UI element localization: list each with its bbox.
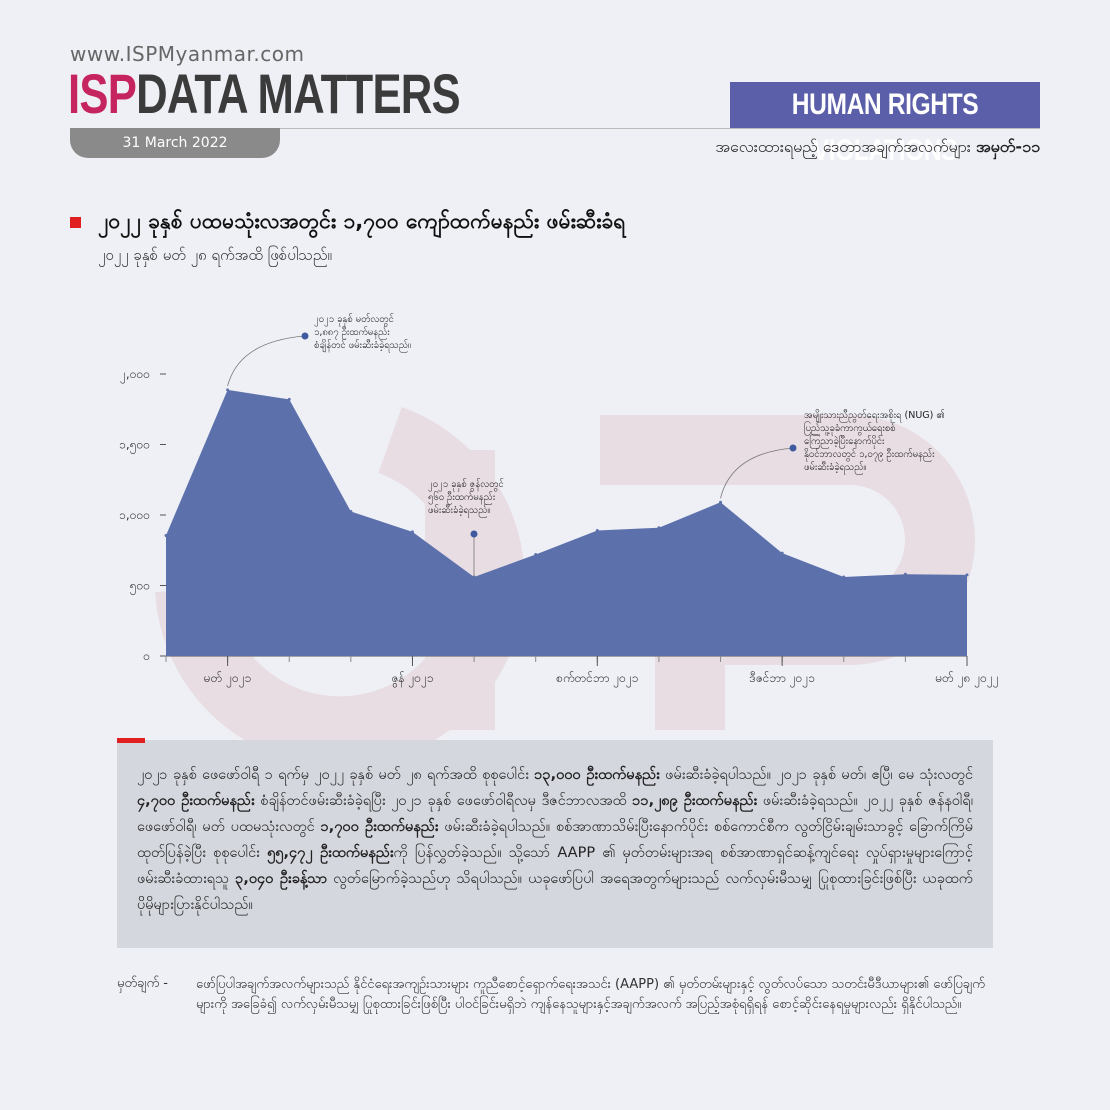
annotation-dot xyxy=(789,444,797,452)
summary-text: ၂၀၂၁ ခုနှစ် ဖေဖော်ဝါရီ ၁ ရက်မှ ၂၀၂၂ ခုနှ… xyxy=(137,762,973,918)
header-divider xyxy=(70,128,1040,129)
y-tick-label: ၁,၀၀၀ xyxy=(119,508,150,522)
annotation-leader xyxy=(227,335,306,387)
date-badge: 31 March 2022 xyxy=(70,128,280,158)
y-tick-label: ၁,၅၀၀ xyxy=(119,438,150,455)
annotation-line: ကြေညာခဲ့ပြီးနောက်ပိုင်း xyxy=(804,435,885,448)
y-tick-label: ၀ xyxy=(143,649,150,663)
isp-logo: ISPDATA MATTERS xyxy=(68,62,461,126)
y-tick-label: ၂,၀၀၀ xyxy=(120,367,150,384)
series-number: အမှတ်-၁၁ xyxy=(975,137,1040,156)
note-text: ဖော်ပြပါအချက်အလက်များသည် နိုင်ငံရေးအကျဉ်… xyxy=(196,977,985,1012)
chart-annotations: ၂၀၂၁ ခုနှစ် မတ်လတွင်၁,၈၈၇ ဦးထက်မနည်းစံချ… xyxy=(227,314,945,578)
x-tick-label: မတ် ၂၀၂၁ xyxy=(204,670,252,688)
annotation-line: ၂၀၂၁ ခုနှစ် ဇွန်လတွင် xyxy=(428,479,504,491)
annotation-line: နိုဝင်ဘာလတွင် ၁,၀၇၉ ဦးထက်မနည်း xyxy=(804,449,935,461)
annotation-label: အမျိုးသားညီညွတ်ရေးအစိုးရ (NUG) ၏ပြည်သူ့ခ… xyxy=(804,410,945,474)
annotation-dot xyxy=(470,530,478,538)
note-label: မှတ်ချက် - xyxy=(117,976,168,991)
annotation-line: ၂၀၂၁ ခုနှစ် မတ်လတွင် xyxy=(314,314,394,326)
annotation-line: အမျိုးသားညီညွတ်ရေးအစိုးရ (NUG) ၏ xyxy=(804,410,945,422)
summary-highlight: ၄,၇၀၀ ဦးထက်မနည်း xyxy=(137,793,255,809)
title-bullet xyxy=(70,217,81,228)
arrests-area xyxy=(166,389,967,656)
category-label: HUMAN RIGHTS VIOLATIONS xyxy=(791,88,979,167)
chart-title: ၂၀၂၂ ခုနှစ် ပထမသုံးလအတွင်း ၁,၇၀၀ ကျော်ထက… xyxy=(98,209,626,233)
category-badge: HUMAN RIGHTS VIOLATIONS xyxy=(730,82,1040,167)
x-tick-label: စက်တင်ဘာ ၂၀၂၁ xyxy=(556,670,638,688)
annotation-label: ၂၀၂၁ ခုနှစ် ဇွန်လတွင်၅၆၀ ဦးထက်မနည်းဖမ်းဆ… xyxy=(428,479,504,517)
summary-text-part: စံချိန်တင်ဖမ်းဆီးခံခဲ့ရပြီး ၂၀၂၁ ခုနှစ် … xyxy=(254,793,633,809)
x-tick-label: မတ် ၂၈ ၂၀၂၂ xyxy=(935,670,998,688)
y-tick-label: ၅၀၀ xyxy=(130,579,150,596)
summary-text-part: ဖမ်းဆီးခံခဲ့ရသည်။ ၂၀၂၂ ခုနှစ် ဇန်နဝါရီ၊ … xyxy=(137,793,973,835)
summary-text-part: လွတ်မြောက်ခဲ့သည်ဟု သိရပါသည်။ ယခုဖော်ပြပါ… xyxy=(137,871,973,913)
summary-text-part: ကို ပြန်လွှတ်ခဲ့သည်။ သို့သော် AAPP ၏ မှတ… xyxy=(137,845,973,887)
annotation-label: ၂၀၂၁ ခုနှစ် မတ်လတွင်၁,၈၈၇ ဦးထက်မနည်းစံချ… xyxy=(314,314,411,352)
website-url[interactable]: www.ISPMyanmar.com xyxy=(70,42,305,66)
summary-text-part: ၂၀၂၁ ခုနှစ် ဖေဖော်ဝါရီ ၁ ရက်မှ ၂၀၂၂ ခုနှ… xyxy=(137,767,535,783)
summary-text-part: ဖမ်းဆီးခံခဲ့ရပါသည်။ စစ်အာဏာသိမ်းပြီးနောက… xyxy=(137,819,973,861)
chart-subtitle: ၂၀၂၂ ခုနှစ် မတ် ၂၈ ရက်အထိ ဖြစ်ပါသည်။ xyxy=(98,246,332,264)
summary-highlight: ၅၅,၄၇၂ ဦးထက်မနည်း xyxy=(267,845,394,861)
series-subtitle-prefix: အလေးထားရမည့် ဒေတာအချက်အလက်များ xyxy=(715,137,976,156)
annotation-line: ၁,၈၈၇ ဦးထက်မနည်း xyxy=(314,327,390,339)
summary-text-part: ဖမ်းဆီးခံခဲ့ရပါသည်။ ၂၀၂၁ ခုနှစ် မတ်၊ ဧပြ… xyxy=(659,767,973,783)
annotation-line: ပြည်သူ့ခုခံကာကွယ်ရေးစစ် xyxy=(804,422,896,435)
annotation-line: ဖမ်းဆီးခံခဲ့ရသည်။ xyxy=(804,462,866,474)
annotation-leader xyxy=(720,447,794,499)
logo-data-matters: DATA MATTERS xyxy=(136,62,461,125)
summary-highlight: ၁,၇၀၀ ဦးထက်မနည်း xyxy=(320,819,439,835)
summary-highlight: ၁၁,၂၈၉ ဦးထက်မနည်း xyxy=(632,793,758,809)
summary-accent-bar xyxy=(117,738,145,743)
annotation-dot xyxy=(301,332,309,340)
x-tick-label: ဒီဇင်ဘာ ၂၀၂၁ xyxy=(749,670,815,688)
summary-highlight: ၁၃,၀၀၀ ဦးထက်မနည်း xyxy=(534,767,660,783)
logo-isp: ISP xyxy=(68,62,137,125)
x-tick-label: ဇွန် ၂၀၂၁ xyxy=(391,670,433,688)
annotation-line: စံချိန်တင် ဖမ်းဆီးခံခဲ့ရသည်။ xyxy=(314,340,411,352)
annotation-line: ၅၆၀ ဦးထက်မနည်း xyxy=(428,492,496,504)
summary-highlight: ၃,၀၄၀ ဦးခန့်သာ xyxy=(235,871,328,887)
summary-box xyxy=(117,740,993,948)
series-subtitle: အလေးထားရမည့် ဒေတာအချက်အလက်များ အမှတ်-၁၁ xyxy=(715,136,1040,160)
annotation-line: ဖမ်းဆီးခံခဲ့ရသည်။ xyxy=(428,505,490,517)
